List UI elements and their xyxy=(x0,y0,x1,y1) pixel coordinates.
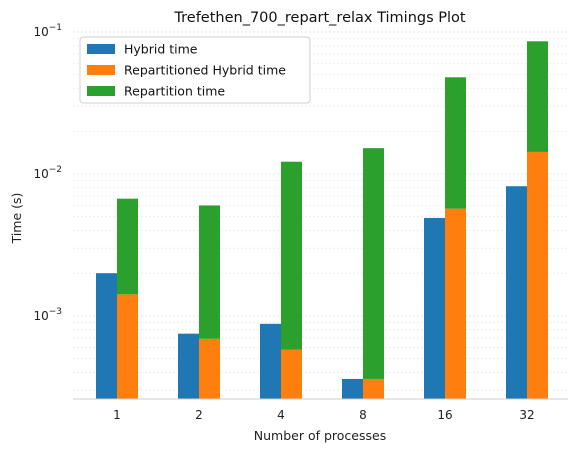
bar-hybrid-time xyxy=(178,333,199,399)
x-tick-label: 8 xyxy=(359,408,367,422)
bars-group xyxy=(96,41,548,399)
bar-repartitioned-hybrid-time xyxy=(445,208,466,399)
bar-repartitioned-hybrid-time xyxy=(527,151,548,399)
legend-label: Repartitioned Hybrid time xyxy=(124,63,286,78)
bar-hybrid-time xyxy=(506,186,527,399)
bar-repartition-time xyxy=(363,148,384,379)
bar-repartitioned-hybrid-time xyxy=(117,294,138,399)
bar-repartition-time xyxy=(117,198,138,295)
bar-repartition-time xyxy=(199,205,220,339)
y-tick-label: 10−2 xyxy=(33,165,62,181)
legend: Hybrid time Repartitioned Hybrid time Repa… xyxy=(79,36,311,104)
legend-swatch xyxy=(87,86,115,96)
x-tick-labels: 1 2 4 8 16 32 xyxy=(113,408,534,422)
x-tick-label: 4 xyxy=(277,408,285,422)
bar-hybrid-time xyxy=(424,217,445,399)
y-tick-label: 10−1 xyxy=(33,23,62,39)
x-tick-label: 32 xyxy=(519,408,534,422)
legend-swatch xyxy=(87,44,115,54)
bar-hybrid-time xyxy=(342,378,363,399)
legend-swatch xyxy=(87,65,115,75)
y-tick-label: 10−3 xyxy=(33,307,62,323)
legend-label: Hybrid time xyxy=(124,42,198,57)
bar-repartitioned-hybrid-time xyxy=(281,349,302,399)
bar-repartitioned-hybrid-time xyxy=(363,378,384,399)
y-axis-label: Time (s) xyxy=(9,193,24,245)
x-tick-label: 2 xyxy=(195,408,203,422)
x-axis-label: Number of processes xyxy=(254,428,386,443)
x-tick-label: 16 xyxy=(437,408,452,422)
y-gridlines xyxy=(73,31,568,391)
bar-repartition-time xyxy=(445,77,466,209)
bar-hybrid-time xyxy=(96,273,117,399)
bar-repartitioned-hybrid-time xyxy=(199,338,220,399)
y-tick-labels: 10−3 10−2 10−1 xyxy=(33,23,62,323)
bar-repartition-time xyxy=(281,161,302,350)
chart-title: Trefethen_700_repart_relax Timings Plot xyxy=(173,10,465,26)
bar-hybrid-time xyxy=(260,323,281,399)
x-tick-label: 1 xyxy=(113,408,121,422)
legend-box xyxy=(79,36,311,104)
legend-label: Repartition time xyxy=(124,84,225,99)
bar-repartition-time xyxy=(527,41,548,152)
